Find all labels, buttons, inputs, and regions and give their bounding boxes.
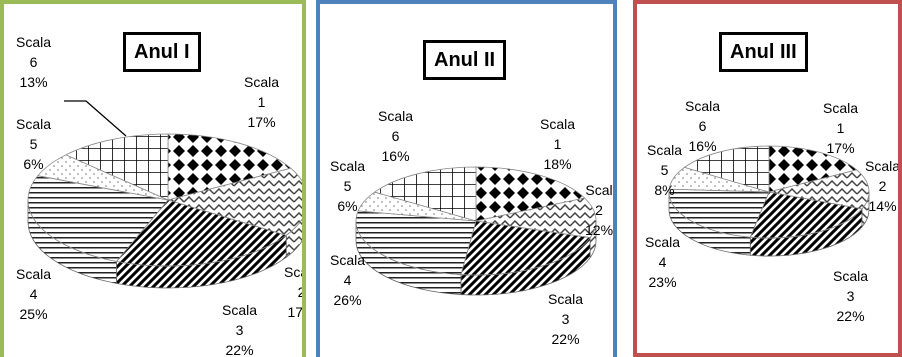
label-pct: 16% bbox=[688, 138, 717, 154]
pie-slice-1 bbox=[167, 133, 292, 201]
label-name: Scala bbox=[284, 264, 302, 280]
label-pct: 6% bbox=[23, 156, 44, 172]
label-pct: 16% bbox=[381, 148, 410, 164]
pie-chart-anul-2 bbox=[355, 166, 597, 296]
label-name: Scala bbox=[16, 116, 52, 132]
slice-label-scala-3: Scala 3 22% bbox=[222, 300, 257, 357]
label-num: 4 bbox=[658, 254, 667, 270]
slice-label-scala-3: Scala 3 22% bbox=[833, 266, 868, 326]
slice-label-scala-4: Scala 4 25% bbox=[16, 264, 51, 324]
label-num: 4 bbox=[343, 272, 352, 288]
label-name: Scala bbox=[548, 291, 584, 307]
label-num: 5 bbox=[29, 136, 38, 152]
label-pct: 22% bbox=[225, 342, 254, 357]
pie-slice-2 bbox=[166, 167, 302, 236]
slice-label-scala-1: Scala 1 17% bbox=[244, 72, 279, 132]
slice-label-scala-6: Scala 6 13% bbox=[16, 32, 51, 92]
slice-label-scala-4: Scala 4 26% bbox=[330, 250, 365, 310]
label-num: 4 bbox=[29, 286, 38, 302]
label-pct: 13% bbox=[19, 74, 48, 90]
label-pct: 17% bbox=[826, 140, 855, 156]
slice-label-scala-1: Scala 1 17% bbox=[823, 98, 858, 158]
pie-slice-6 bbox=[373, 166, 477, 222]
pie-slice-6 bbox=[683, 145, 770, 193]
label-num: 6 bbox=[391, 128, 400, 144]
label-pct: 25% bbox=[19, 306, 48, 322]
label-name: Scala bbox=[244, 74, 280, 90]
label-num: 6 bbox=[698, 118, 707, 134]
slice-label-scala-5: Scala 5 8% bbox=[647, 140, 682, 200]
label-pct: 17% bbox=[247, 114, 276, 130]
pie-slice-2 bbox=[475, 197, 597, 239]
label-num: 3 bbox=[846, 288, 855, 304]
chart-title: Anul I bbox=[123, 32, 201, 72]
label-name: Scala bbox=[833, 268, 869, 284]
slice-label-scala-5: Scala 5 6% bbox=[16, 114, 51, 174]
label-num: 1 bbox=[553, 136, 562, 152]
slice-label-scala-6: Scala 6 16% bbox=[378, 106, 413, 166]
slice-label-scala-5: Scala 5 6% bbox=[330, 156, 365, 216]
chart-panel-anul-1: Anul I Scala 1 17% Scala 2 17% Scala 3 22% Sca… bbox=[0, 0, 306, 357]
label-pct: 26% bbox=[333, 292, 362, 308]
label-name: Scala bbox=[647, 142, 683, 158]
label-num: 1 bbox=[836, 120, 845, 136]
label-name: Scala bbox=[16, 34, 52, 50]
pie-slice-4 bbox=[668, 188, 770, 238]
label-name: Scala bbox=[222, 302, 258, 318]
slice-label-scala-3: Scala 3 22% bbox=[548, 289, 583, 349]
label-num: 5 bbox=[660, 162, 669, 178]
pie-slice-2 bbox=[768, 169, 870, 210]
label-num: 6 bbox=[29, 54, 38, 70]
label-name: Scala bbox=[823, 100, 859, 116]
slice-label-scala-6: Scala 6 16% bbox=[685, 96, 720, 156]
chart-panel-anul-3: Anul III Scala 1 17% Scala 2 14% Scala 3 22% S… bbox=[633, 0, 902, 357]
pie-slice-3 bbox=[115, 199, 288, 267]
slice-label-scala-2: Scala 2 17% bbox=[284, 262, 306, 322]
leader-line-scala-6 bbox=[64, 100, 127, 137]
label-pct: 12% bbox=[585, 222, 614, 238]
label-pct: 23% bbox=[648, 274, 677, 290]
pie-slice-6 bbox=[65, 133, 169, 201]
label-pct: 18% bbox=[543, 156, 572, 172]
pie-slice-1 bbox=[768, 145, 858, 193]
slice-label-scala-2: Scal 2 12% bbox=[585, 180, 613, 240]
pie-chart-anul-1 bbox=[27, 100, 302, 289]
label-name: Scala bbox=[330, 252, 366, 268]
slice-label-scala-2: Scala 2 14% bbox=[865, 156, 901, 216]
label-name: Scal bbox=[585, 182, 613, 198]
label-name: Scala bbox=[330, 158, 366, 174]
label-name: Scala bbox=[16, 266, 52, 282]
slice-label-scala-1: Scala 1 18% bbox=[540, 114, 575, 174]
label-num: 3 bbox=[235, 322, 244, 338]
label-num: 3 bbox=[561, 311, 570, 327]
label-pct: 17% bbox=[287, 304, 304, 320]
label-pct: 22% bbox=[836, 308, 865, 324]
label-pct: 6% bbox=[337, 198, 358, 214]
label-pct: 14% bbox=[868, 198, 897, 214]
label-num: 5 bbox=[343, 178, 352, 194]
label-num: 1 bbox=[257, 94, 266, 110]
label-pct: 8% bbox=[654, 182, 675, 198]
label-name: Scala bbox=[865, 158, 901, 174]
label-name: Scala bbox=[645, 234, 681, 250]
label-name: Scala bbox=[540, 116, 576, 132]
label-pct: 22% bbox=[551, 331, 580, 347]
label-name: Scala bbox=[685, 98, 721, 114]
pie-chart-anul-3 bbox=[668, 145, 870, 257]
slice-label-scala-4: Scala 4 23% bbox=[645, 232, 680, 292]
label-num: 2 bbox=[595, 202, 603, 218]
pie-slice-1 bbox=[475, 166, 586, 222]
pie-slice-4 bbox=[355, 210, 477, 275]
pie-slice-3 bbox=[749, 191, 863, 239]
label-num: 2 bbox=[878, 178, 887, 194]
pie-slice-3 bbox=[460, 220, 591, 276]
chart-panel-anul-2: Anul II Scala 1 18% Scal 2 12% Scala 3 22% Sca… bbox=[316, 0, 617, 357]
chart-title: Anul II bbox=[423, 40, 507, 80]
pie-slice-4 bbox=[27, 175, 169, 262]
label-num: 2 bbox=[297, 284, 306, 300]
label-name: Scala bbox=[378, 108, 414, 124]
chart-title: Anul III bbox=[719, 32, 808, 72]
